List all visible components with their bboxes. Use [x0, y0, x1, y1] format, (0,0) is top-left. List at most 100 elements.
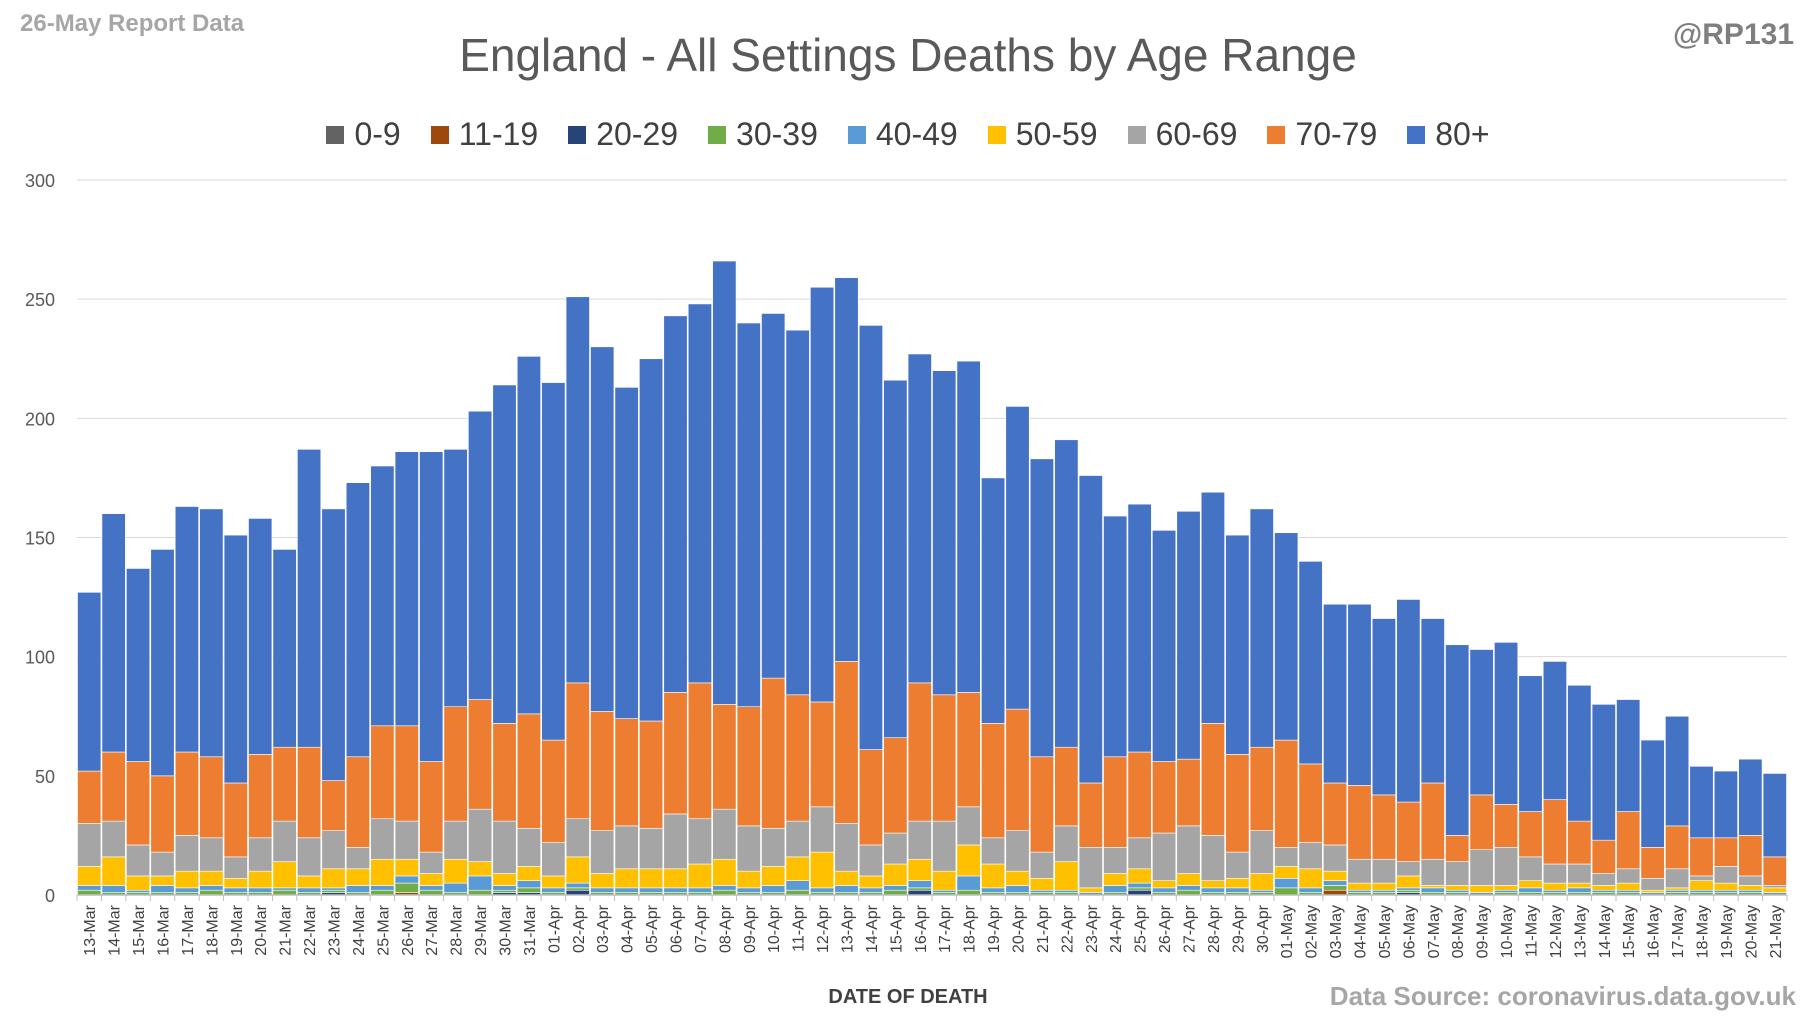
bar-segment-80+-05-Apr — [639, 358, 664, 722]
bar-segment-80+-30-Apr — [1249, 508, 1274, 748]
bar-segment-70-79-26-Mar — [394, 725, 419, 822]
bar-segment-50-59-23-Mar — [321, 868, 346, 889]
legend-item-30-39: 30-39 — [708, 116, 818, 153]
y-tick-label: 0 — [45, 886, 55, 906]
bar-segment-40-49-24-Apr — [1103, 885, 1128, 893]
bar-segment-70-79-09-May — [1469, 794, 1494, 851]
bar-segment-60-69-11-May — [1518, 856, 1543, 881]
bar-segment-80+-31-Mar — [516, 356, 541, 715]
x-tick-label: 05-May — [1377, 905, 1394, 958]
bar-segment-50-59-12-Apr — [810, 851, 835, 889]
bar-segment-40-49-13-May — [1567, 887, 1592, 893]
bar-segment-50-59-10-Apr — [761, 866, 786, 886]
bar-segment-80+-01-May — [1274, 532, 1299, 741]
bar-segment-60-69-20-Mar — [248, 837, 273, 872]
bar-segment-60-69-03-May — [1323, 844, 1348, 872]
x-tick-label: 21-Mar — [278, 904, 295, 955]
bar-segment-50-59-24-Apr — [1103, 873, 1128, 886]
bar-segment-50-59-15-Apr — [883, 863, 908, 886]
bar-segment-70-79-07-May — [1420, 782, 1445, 860]
bar-segment-70-79-18-Apr — [956, 692, 981, 808]
bar-segment-60-69-02-May — [1298, 842, 1323, 870]
bar-segment-80+-10-May — [1494, 642, 1519, 805]
bar-segment-30-39-23-Mar — [321, 889, 346, 893]
bar-segment-60-69-09-May — [1469, 849, 1494, 886]
bar-segment-50-59-13-Mar — [77, 866, 102, 886]
bar-segment-30-39-30-Mar — [492, 889, 517, 893]
x-tick-label: 19-Mar — [229, 904, 246, 955]
bar-segment-60-69-15-Apr — [883, 832, 908, 865]
x-tick-label: 09-Apr — [742, 904, 759, 953]
bar-segment-80+-02-May — [1298, 561, 1323, 765]
bar-segment-60-69-12-Apr — [810, 806, 835, 853]
bar-segment-60-69-28-Apr — [1200, 835, 1225, 882]
bar-segment-80+-28-Mar — [443, 449, 468, 708]
x-axis-title: DATE OF DEATH — [828, 986, 988, 1008]
y-tick-label: 100 — [25, 648, 55, 668]
bar-segment-60-69-30-Mar — [492, 820, 517, 874]
bar-segment-60-69-31-Mar — [516, 827, 541, 867]
bar-segment-40-49-01-Apr — [541, 887, 566, 893]
bar-segment-80+-21-May — [1762, 773, 1787, 858]
bar-segment-80+-15-Mar — [126, 568, 151, 762]
bar-segment-80+-14-Apr — [858, 325, 883, 750]
bar-segment-80+-20-Apr — [1005, 406, 1030, 710]
bar-segment-70-79-12-May — [1542, 799, 1567, 865]
bar-segment-60-69-14-Mar — [101, 820, 126, 858]
bar-segment-60-69-06-May — [1396, 861, 1421, 877]
bar-segment-80+-07-Apr — [687, 303, 712, 684]
bar-segment-40-49-28-Apr — [1200, 887, 1225, 893]
bar-segment-60-69-11-Apr — [785, 820, 810, 858]
bar-segment-50-59-04-Apr — [614, 868, 639, 889]
x-tick-label: 29-Apr — [1230, 904, 1247, 953]
bar-segment-40-49-30-Apr — [1249, 889, 1274, 893]
bar-segment-60-69-21-Apr — [1029, 851, 1054, 879]
bar-segment-70-79-17-Apr — [932, 694, 957, 822]
bar-segment-70-79-07-Apr — [687, 682, 712, 820]
bar-segment-60-69-15-Mar — [126, 844, 151, 877]
legend-swatch — [847, 125, 866, 144]
x-tick-label: 16-May — [1646, 905, 1663, 958]
bar-segment-70-79-17-Mar — [174, 751, 199, 836]
legend-swatch — [987, 125, 1006, 144]
x-tick-label: 26-Apr — [1157, 904, 1174, 953]
x-tick-label: 16-Apr — [913, 904, 930, 953]
bar-segment-40-49-03-May — [1323, 880, 1348, 886]
bar-segment-80+-15-May — [1616, 699, 1641, 812]
bar-segment-60-69-07-May — [1420, 858, 1445, 886]
x-tick-label: 12-May — [1548, 905, 1565, 958]
bar-segment-40-49-21-Mar — [272, 887, 297, 891]
bar-segment-70-79-12-Apr — [810, 701, 835, 808]
bar-segment-80+-24-Apr — [1103, 515, 1128, 758]
bar-segment-70-79-19-Apr — [981, 723, 1006, 839]
bar-segment-50-59-14-Mar — [101, 856, 126, 886]
bar-segment-80+-06-May — [1396, 599, 1421, 803]
x-tick-label: 25-Mar — [375, 904, 392, 955]
x-tick-label: 30-Mar — [498, 904, 515, 955]
bar-segment-70-79-27-Apr — [1176, 758, 1201, 827]
bar-segment-40-49-14-Mar — [101, 885, 126, 893]
bar-segment-60-69-29-Apr — [1225, 851, 1250, 879]
bar-segment-40-49-16-Apr — [907, 880, 932, 889]
bar-segment-60-69-13-Apr — [834, 823, 859, 872]
bar-segment-50-59-21-Apr — [1029, 878, 1054, 891]
bar-segment-50-59-15-May — [1616, 882, 1641, 891]
bar-segment-40-49-08-May — [1445, 889, 1470, 893]
bar-segment-60-69-21-May — [1762, 885, 1787, 889]
x-tick-label: 17-Mar — [180, 904, 197, 955]
bar-segment-50-59-23-Apr — [1078, 887, 1103, 893]
bar-segment-80+-18-Apr — [956, 360, 981, 693]
bar-segment-70-79-20-May — [1738, 835, 1763, 877]
bar-segment-50-59-26-Mar — [394, 858, 419, 877]
bar-segment-40-49-12-Apr — [810, 887, 835, 893]
legend-label: 70-79 — [1295, 116, 1378, 152]
bar-segment-70-79-18-Mar — [199, 756, 224, 839]
bar-segment-70-79-11-May — [1518, 811, 1543, 858]
x-tick-label: 26-Mar — [400, 904, 417, 955]
x-tick-label: 05-Apr — [644, 904, 661, 953]
bar-segment-70-79-02-Apr — [565, 682, 590, 820]
bar-segment-40-49-29-Mar — [468, 875, 493, 891]
bar-segment-80+-30-Mar — [492, 384, 517, 724]
bar-segment-80+-03-May — [1323, 603, 1348, 784]
bar-segment-80+-11-Apr — [785, 329, 810, 696]
